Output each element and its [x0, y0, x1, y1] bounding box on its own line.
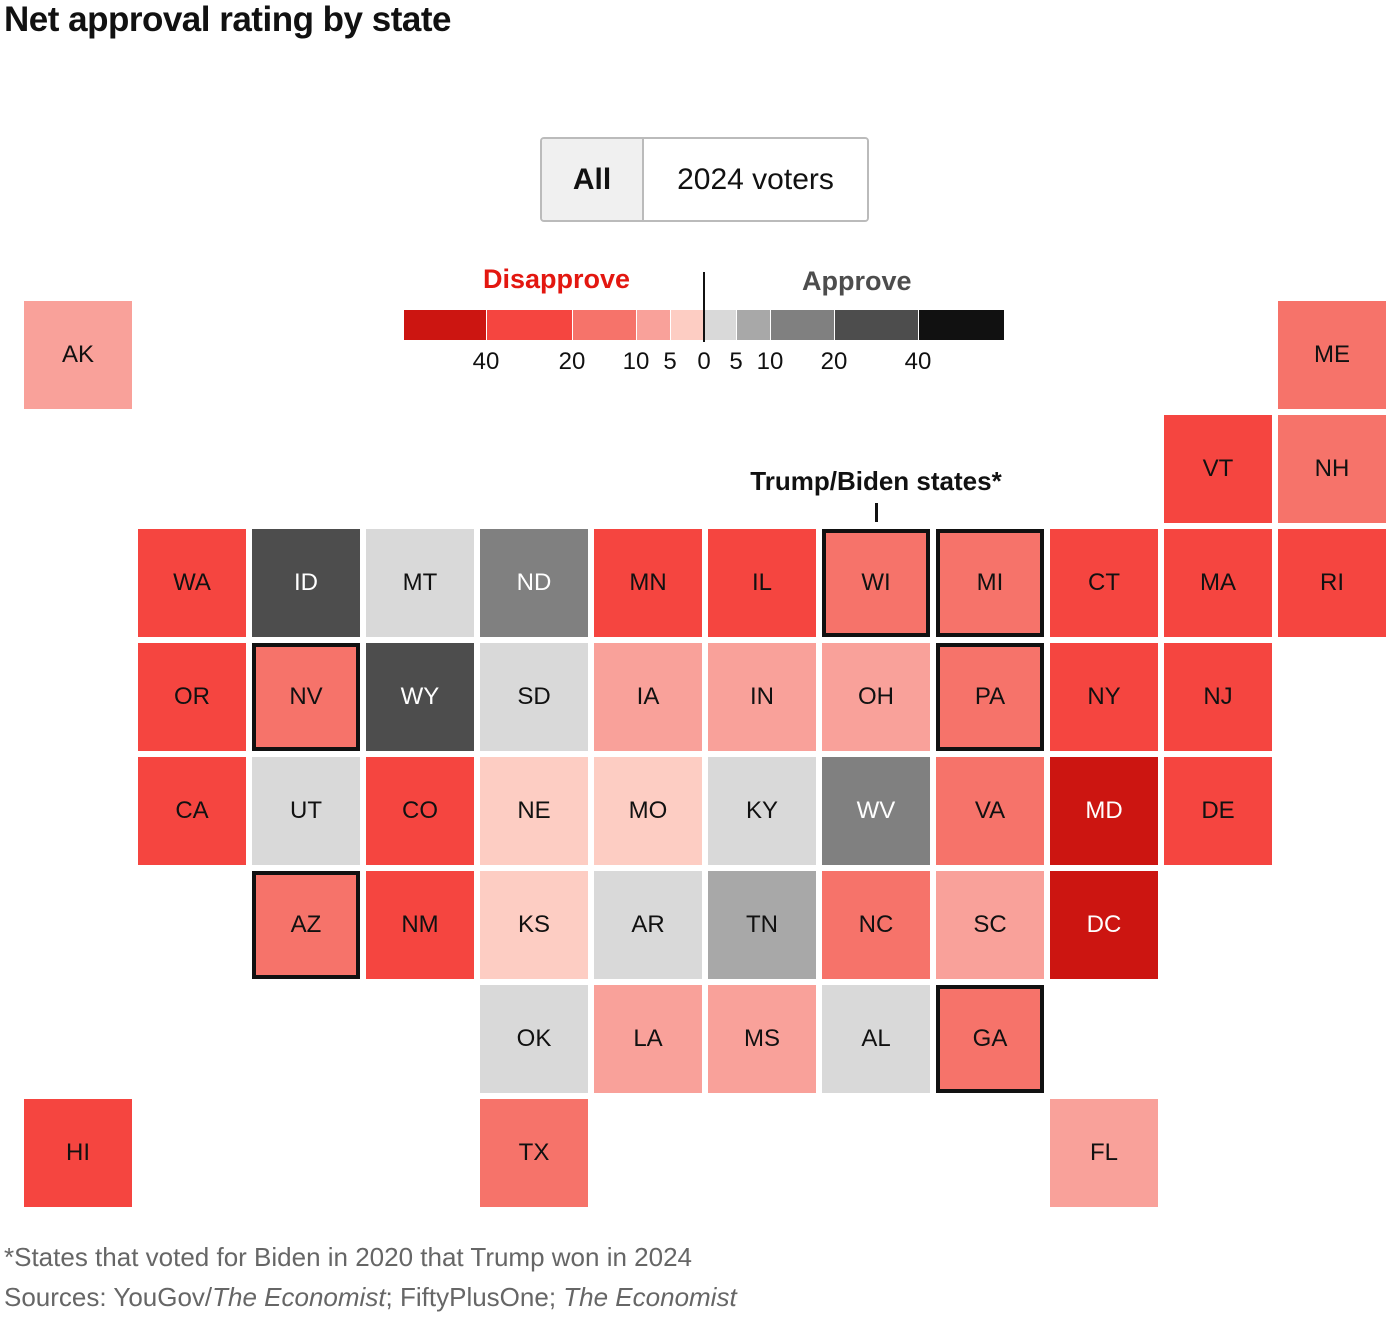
- state-tile-md[interactable]: MD: [1050, 757, 1158, 865]
- legend-bin: [835, 310, 918, 340]
- legend-bin: [771, 310, 834, 340]
- state-tile-de[interactable]: DE: [1164, 757, 1272, 865]
- legend-bin: [487, 310, 572, 340]
- state-tile-mi[interactable]: MI: [936, 529, 1044, 637]
- legend-bin: [919, 310, 1004, 340]
- state-tile-ia[interactable]: IA: [594, 643, 702, 751]
- state-tile-mo[interactable]: MO: [594, 757, 702, 865]
- state-tile-ks[interactable]: KS: [480, 871, 588, 979]
- state-tile-al[interactable]: AL: [822, 985, 930, 1093]
- state-tile-ky[interactable]: KY: [708, 757, 816, 865]
- state-tile-sd[interactable]: SD: [480, 643, 588, 751]
- state-tile-az[interactable]: AZ: [252, 871, 360, 979]
- sources: Sources: YouGov/The Economist; FiftyPlus…: [4, 1282, 737, 1313]
- state-tile-ga[interactable]: GA: [936, 985, 1044, 1093]
- state-tile-ut[interactable]: UT: [252, 757, 360, 865]
- state-tile-or[interactable]: OR: [138, 643, 246, 751]
- state-tile-me[interactable]: ME: [1278, 301, 1386, 409]
- legend-approve-label: Approve: [802, 266, 912, 296]
- sources-prefix: Sources: YouGov/: [4, 1282, 213, 1312]
- legend-tick-label: 5: [729, 348, 743, 375]
- state-tile-pa[interactable]: PA: [936, 643, 1044, 751]
- state-tile-nc[interactable]: NC: [822, 871, 930, 979]
- legend-bin: [737, 310, 770, 340]
- state-tile-wy[interactable]: WY: [366, 643, 474, 751]
- chart-title: Net approval rating by state: [4, 0, 451, 39]
- state-tile-ar[interactable]: AR: [594, 871, 702, 979]
- legend-tick-label: 0: [697, 348, 711, 375]
- legend-zero-line: [703, 272, 705, 342]
- legend-tick-label: 5: [663, 348, 677, 375]
- trump-biden-annotation: Trump/Biden states*: [750, 466, 1002, 496]
- state-tile-wa[interactable]: WA: [138, 529, 246, 637]
- legend-tick-label: 10: [622, 348, 650, 375]
- state-tile-nv[interactable]: NV: [252, 643, 360, 751]
- state-tile-ca[interactable]: CA: [138, 757, 246, 865]
- state-tile-ak[interactable]: AK: [24, 301, 132, 409]
- state-tile-sc[interactable]: SC: [936, 871, 1044, 979]
- state-tile-ri[interactable]: RI: [1278, 529, 1386, 637]
- state-tile-ny[interactable]: NY: [1050, 643, 1158, 751]
- legend-bin: [404, 310, 486, 340]
- state-tile-tn[interactable]: TN: [708, 871, 816, 979]
- state-tile-vt[interactable]: VT: [1164, 415, 1272, 523]
- state-tile-nm[interactable]: NM: [366, 871, 474, 979]
- legend-bin: [637, 310, 670, 340]
- state-tile-dc[interactable]: DC: [1050, 871, 1158, 979]
- legend-disapprove-label: Disapprove: [483, 264, 631, 294]
- state-tile-tx[interactable]: TX: [480, 1099, 588, 1207]
- legend-bin: [671, 310, 704, 340]
- toggle-all[interactable]: All: [542, 139, 644, 220]
- state-tile-va[interactable]: VA: [936, 757, 1044, 865]
- voter-toggle[interactable]: All 2024 voters: [540, 137, 869, 222]
- toggle-2024-voters[interactable]: 2024 voters: [644, 139, 867, 220]
- state-tile-ok[interactable]: OK: [480, 985, 588, 1093]
- legend-tick-label: 20: [820, 348, 848, 375]
- legend-tick-label: 40: [904, 348, 932, 375]
- state-tile-il[interactable]: IL: [708, 529, 816, 637]
- footnote: *States that voted for Biden in 2020 tha…: [4, 1242, 692, 1272]
- state-tile-nh[interactable]: NH: [1278, 415, 1386, 523]
- state-tile-ms[interactable]: MS: [708, 985, 816, 1093]
- state-tile-hi[interactable]: HI: [24, 1099, 132, 1207]
- state-tile-ma[interactable]: MA: [1164, 529, 1272, 637]
- state-tile-mn[interactable]: MN: [594, 529, 702, 637]
- state-tile-la[interactable]: LA: [594, 985, 702, 1093]
- state-tile-in[interactable]: IN: [708, 643, 816, 751]
- legend-bin: [705, 310, 736, 340]
- state-tile-id[interactable]: ID: [252, 529, 360, 637]
- source-economist-2: The Economist: [563, 1282, 737, 1312]
- legend-tick-label: 20: [558, 348, 586, 375]
- source-economist: The Economist: [212, 1282, 386, 1312]
- sources-mid: ; FiftyPlusOne;: [385, 1282, 564, 1312]
- state-tile-wi[interactable]: WI: [822, 529, 930, 637]
- legend-bin: [573, 310, 636, 340]
- state-tile-oh[interactable]: OH: [822, 643, 930, 751]
- state-tile-nd[interactable]: ND: [480, 529, 588, 637]
- state-tile-nj[interactable]: NJ: [1164, 643, 1272, 751]
- state-tile-co[interactable]: CO: [366, 757, 474, 865]
- state-tile-fl[interactable]: FL: [1050, 1099, 1158, 1207]
- legend-tick-label: 10: [756, 348, 784, 375]
- state-tile-ct[interactable]: CT: [1050, 529, 1158, 637]
- state-tile-mt[interactable]: MT: [366, 529, 474, 637]
- legend-tick-label: 40: [472, 348, 500, 375]
- annotation-pointer: [875, 503, 878, 522]
- state-tile-ne[interactable]: NE: [480, 757, 588, 865]
- state-tile-wv[interactable]: WV: [822, 757, 930, 865]
